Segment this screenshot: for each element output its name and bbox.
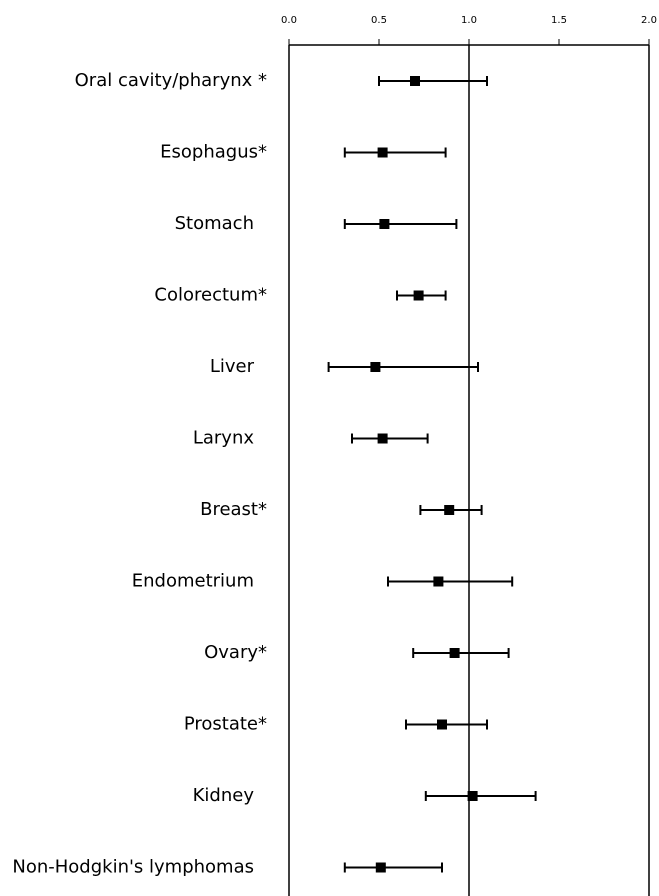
category-label: Prostate* xyxy=(184,714,267,735)
x-tick-label: 0.0 xyxy=(281,15,297,26)
x-tick-label: 0.5 xyxy=(371,15,387,26)
category-label: Esophagus* xyxy=(160,142,267,163)
category-label: Stomach xyxy=(175,213,254,234)
point-estimate xyxy=(413,290,424,301)
point-estimate xyxy=(437,719,447,730)
category-label: Breast* xyxy=(200,499,267,520)
x-tick-label: 1.5 xyxy=(551,15,567,26)
point-estimate xyxy=(377,147,388,158)
category-label: Liver xyxy=(210,356,255,377)
x-tick-label: 2.0 xyxy=(641,15,657,26)
category-label: Non-Hodgkin's lymphomas xyxy=(12,857,254,878)
category-label: Ovary* xyxy=(204,642,267,663)
point-estimate xyxy=(467,791,478,801)
point-estimate xyxy=(370,362,381,372)
category-label: Endometrium xyxy=(132,571,254,592)
category-label: Larynx xyxy=(193,428,255,449)
point-estimate xyxy=(410,76,420,86)
category-label: Oral cavity/pharynx * xyxy=(75,70,267,91)
point-estimate xyxy=(379,219,390,229)
x-tick-label: 1.0 xyxy=(461,15,477,26)
point-estimate xyxy=(377,433,388,444)
point-estimate xyxy=(375,862,386,873)
point-estimate xyxy=(449,648,460,658)
point-estimate xyxy=(444,505,455,515)
category-label: Colorectum* xyxy=(154,285,267,306)
point-estimate xyxy=(433,576,444,587)
category-label: Kidney xyxy=(193,785,255,806)
